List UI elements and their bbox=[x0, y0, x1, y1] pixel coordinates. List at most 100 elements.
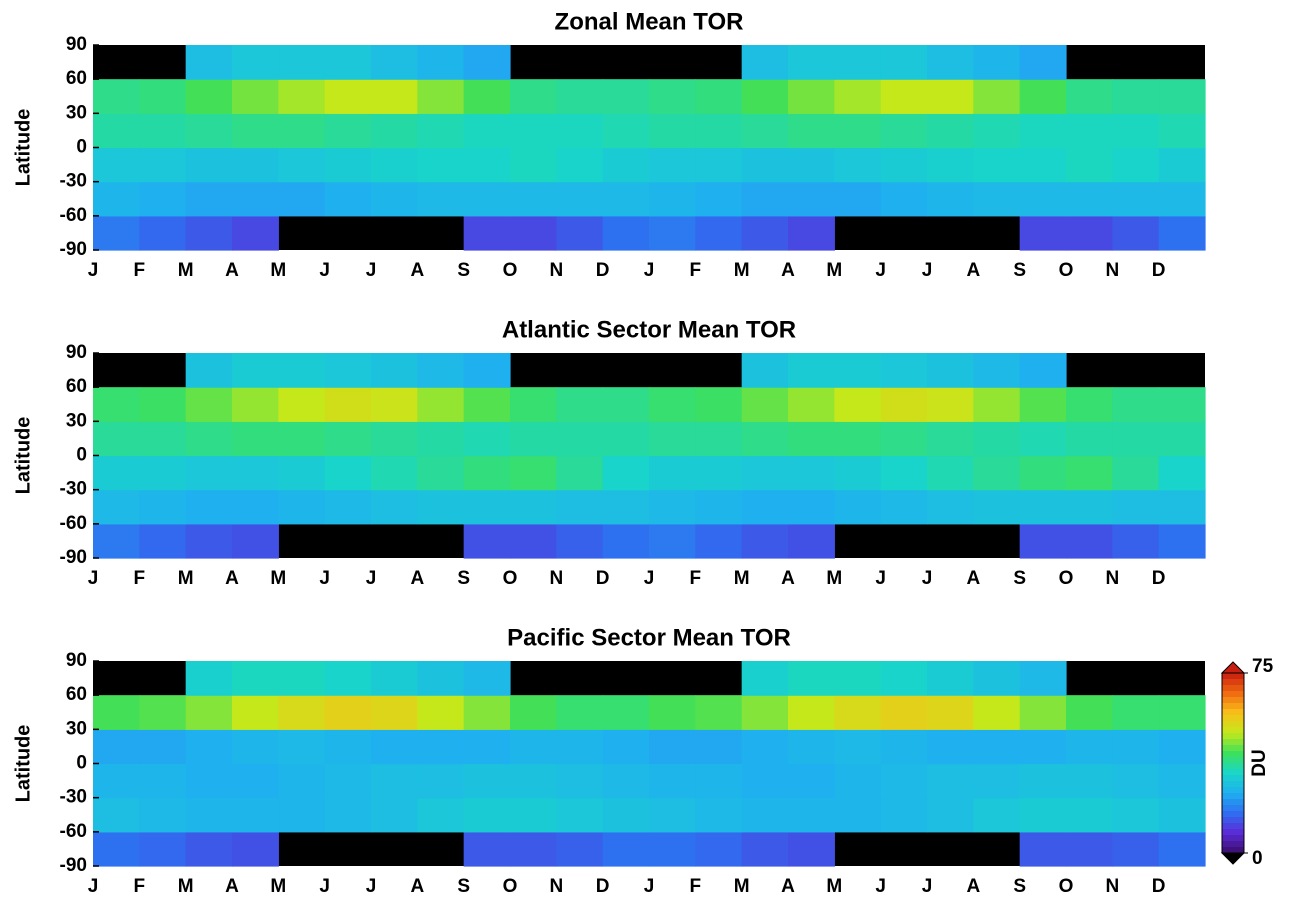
colorbar-segment bbox=[1222, 715, 1244, 722]
x-tick-label: O bbox=[503, 876, 518, 897]
x-tick-label: S bbox=[457, 260, 470, 281]
heatmap-cell bbox=[556, 455, 604, 491]
heatmap-cell bbox=[1158, 455, 1206, 491]
heatmap-cell bbox=[602, 215, 650, 251]
heatmap-cell bbox=[185, 729, 233, 765]
heatmap-cell bbox=[93, 79, 140, 114]
heatmap-cell bbox=[278, 45, 326, 80]
heatmap-cell bbox=[139, 831, 187, 867]
heatmap-cell bbox=[324, 489, 372, 525]
heatmap-cell bbox=[741, 147, 789, 183]
heatmap-cell bbox=[834, 455, 882, 491]
y-tick-label: 0 bbox=[76, 445, 87, 466]
heatmap-cell bbox=[93, 455, 140, 491]
x-tick-label: J bbox=[922, 260, 933, 281]
heatmap-cell bbox=[880, 763, 928, 799]
heatmap-cell bbox=[788, 523, 835, 559]
x-tick-label: A bbox=[410, 260, 424, 281]
heatmap-cell bbox=[278, 455, 326, 491]
heatmap-cell bbox=[139, 455, 187, 491]
heatmap-cell bbox=[695, 695, 743, 730]
heatmap-cell bbox=[371, 661, 418, 696]
heatmap-cell bbox=[788, 831, 835, 867]
heatmap-cell bbox=[1112, 763, 1160, 799]
heatmap-cell bbox=[139, 695, 187, 730]
y-tick-label: 60 bbox=[66, 376, 87, 397]
heatmap-cell bbox=[510, 181, 557, 217]
colorbar-segment bbox=[1222, 775, 1244, 782]
heatmap-cell bbox=[741, 763, 789, 799]
x-tick-label: A bbox=[781, 876, 795, 897]
heatmap-cell bbox=[788, 489, 835, 525]
x-tick-label: M bbox=[734, 260, 750, 281]
x-tick-label: A bbox=[966, 568, 980, 589]
x-tick-label: F bbox=[134, 260, 146, 281]
heatmap-cell bbox=[1019, 729, 1067, 765]
heatmap-cell bbox=[1158, 421, 1206, 457]
x-tick-label: O bbox=[1059, 260, 1074, 281]
x-tick-label: N bbox=[1105, 260, 1119, 281]
heatmap-cell bbox=[834, 421, 882, 457]
x-tick-label: J bbox=[922, 876, 933, 897]
x-tick-label: J bbox=[366, 260, 377, 281]
heatmap-cell bbox=[834, 387, 882, 422]
heatmap-cell bbox=[973, 455, 1021, 491]
colorbar-segment bbox=[1222, 679, 1244, 686]
heatmap-cell bbox=[556, 797, 604, 833]
heatmap-cell bbox=[417, 695, 465, 730]
heatmap-cell bbox=[973, 387, 1021, 422]
heatmap-cell bbox=[185, 113, 233, 149]
colorbar-segment bbox=[1222, 787, 1244, 794]
heatmap-cell bbox=[1158, 729, 1206, 765]
heatmap-cell bbox=[695, 797, 743, 833]
heatmap-cell bbox=[927, 113, 974, 149]
heatmap-cell bbox=[463, 421, 511, 457]
heatmap-cell bbox=[417, 147, 465, 183]
heatmap-cell bbox=[927, 181, 974, 217]
heatmap-cell bbox=[463, 489, 511, 525]
colorbar-segment bbox=[1222, 685, 1244, 692]
x-tick-label: M bbox=[734, 876, 750, 897]
heatmap-cell bbox=[1019, 661, 1067, 696]
heatmap-cell bbox=[1158, 215, 1206, 251]
heatmap-cell bbox=[139, 489, 187, 525]
heatmap-cell bbox=[93, 831, 140, 867]
x-tick-label: O bbox=[503, 260, 518, 281]
heatmap-cell bbox=[185, 215, 233, 251]
y-axis-label: Latitude bbox=[12, 725, 34, 803]
x-tick-label: J bbox=[875, 260, 886, 281]
colorbar-segment bbox=[1222, 703, 1244, 710]
heatmap-cell bbox=[1019, 695, 1067, 730]
heatmap-cell bbox=[324, 729, 372, 765]
heatmap-cell bbox=[278, 421, 326, 457]
heatmap-cell bbox=[185, 455, 233, 491]
heatmap-cell bbox=[1066, 455, 1113, 491]
heatmap-cell bbox=[93, 215, 140, 251]
x-tick-label: S bbox=[1013, 260, 1026, 281]
heatmap-cell bbox=[139, 763, 187, 799]
heatmap-cell bbox=[371, 181, 418, 217]
y-tick-label: 60 bbox=[66, 684, 87, 705]
heatmap-cell bbox=[1158, 831, 1206, 867]
x-tick-label: M bbox=[826, 260, 842, 281]
colorbar-segment bbox=[1222, 799, 1244, 806]
heatmap-cell bbox=[556, 523, 604, 559]
heatmap-cell bbox=[510, 113, 557, 149]
heatmap-cell bbox=[602, 387, 650, 422]
heatmap-cell bbox=[278, 797, 326, 833]
y-tick-label: 30 bbox=[66, 410, 87, 431]
heatmap-cell bbox=[741, 79, 789, 114]
heatmap-cell bbox=[417, 797, 465, 833]
heatmap-cell bbox=[1112, 523, 1160, 559]
heatmap-cell bbox=[602, 79, 650, 114]
colorbar-top bbox=[1220, 661, 1246, 674]
heatmap-cell bbox=[278, 387, 326, 422]
x-tick-label: S bbox=[457, 568, 470, 589]
colorbar-tick-label: 75 bbox=[1252, 656, 1274, 677]
heatmap-cell bbox=[973, 797, 1021, 833]
colorbar-tick-label: 0 bbox=[1252, 848, 1263, 869]
heatmap-cell bbox=[741, 729, 789, 765]
x-tick-label: S bbox=[1013, 876, 1026, 897]
heatmap-cell bbox=[1158, 147, 1206, 183]
heatmap-cell bbox=[232, 147, 279, 183]
